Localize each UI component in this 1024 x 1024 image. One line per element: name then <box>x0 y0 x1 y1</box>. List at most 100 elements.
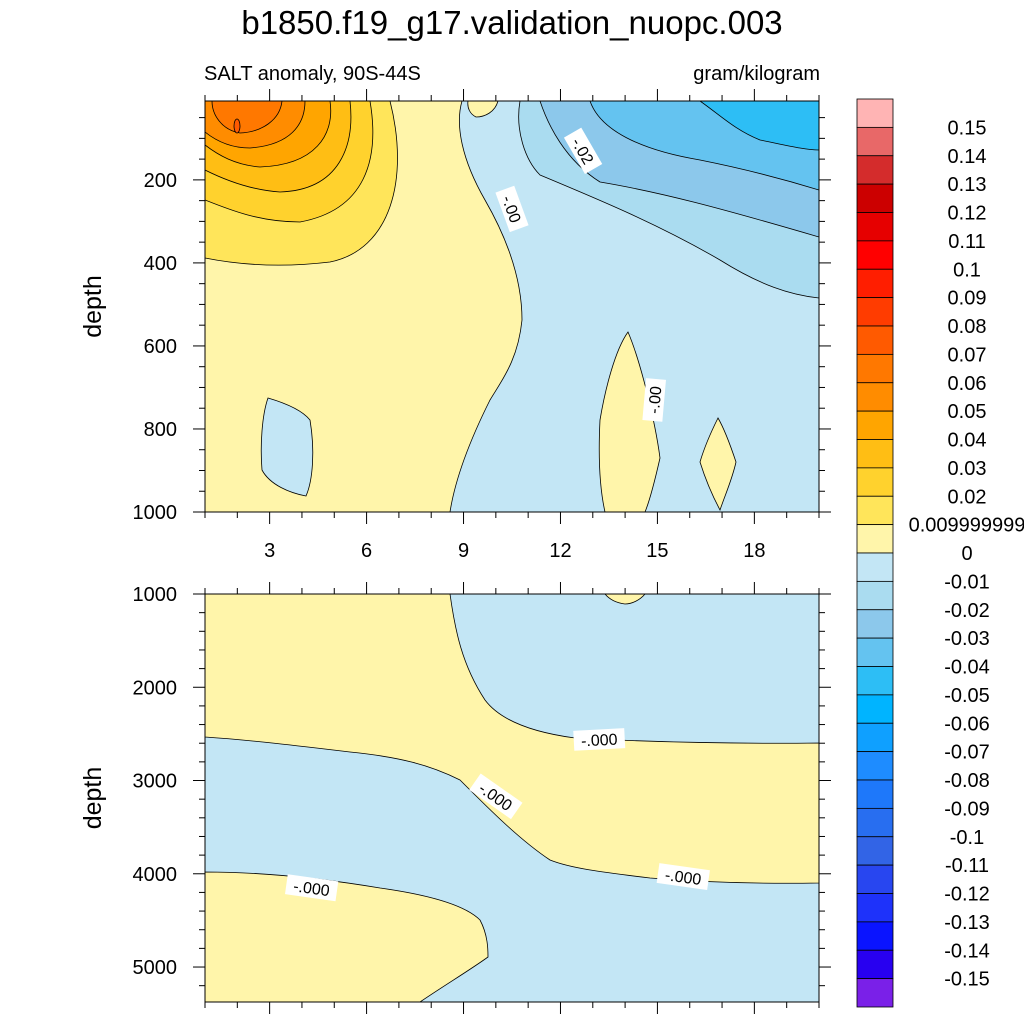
colorbar-level-label: 0.12 <box>948 203 987 225</box>
colorbar-level-label: -0.05 <box>944 685 990 707</box>
colorbar-level-label: 0.09 <box>948 288 987 310</box>
upper-neg-island-left <box>260 397 314 497</box>
lower-panel: -.000-.000-.000-.000 1000200030004000500… <box>79 582 831 1014</box>
upper-contour-label-bg <box>495 185 529 233</box>
lower-contour-label-text: -.000 <box>664 867 703 889</box>
lower-contour-label-text: -.000 <box>292 878 331 900</box>
colorbar-swatch <box>856 297 894 327</box>
colorbar-level-label: 0.02 <box>948 486 987 508</box>
colorbar-swatch <box>856 779 894 809</box>
colorbar-level-label: -0.08 <box>944 770 990 792</box>
colorbar-swatch <box>856 325 894 355</box>
colorbar-level-label: 0.15 <box>948 117 987 139</box>
upper-x-tick-label: 15 <box>646 540 668 562</box>
upper-contour-label-bg <box>642 378 666 422</box>
colorbar-swatch <box>856 467 894 497</box>
upper-plot-frame <box>204 100 820 513</box>
lower-plot-frame <box>204 593 820 1003</box>
lower-contour-label: -.000 <box>656 863 710 891</box>
colorbar-swatch <box>856 183 894 213</box>
colorbar-swatch <box>856 637 894 667</box>
upper-y-axis-label: depth <box>79 275 107 338</box>
colorbar-level-label: 0.009999999 <box>909 515 1024 537</box>
upper-contour-label-bg <box>563 127 603 175</box>
upper-y-tick-label: 800 <box>144 419 177 441</box>
colorbar-level-label: -0.02 <box>944 600 990 622</box>
colorbar-swatch <box>856 836 894 866</box>
colorbar-level-label: -0.1 <box>950 827 984 849</box>
colorbar-swatch <box>856 212 894 242</box>
colorbar-swatch <box>856 552 894 582</box>
colorbar-level-label: 0.04 <box>948 430 987 452</box>
colorbar-swatch <box>856 807 894 838</box>
upper-y-tick-label: 1000 <box>133 502 178 524</box>
colorbar-level-label: -0.11 <box>945 855 989 877</box>
colorbar-level-label: -0.09 <box>944 798 990 820</box>
colorbar-level-label: 0 <box>961 543 972 565</box>
lower-contour-label: -.000 <box>284 874 339 902</box>
upper-y-tick-label: 600 <box>144 336 177 358</box>
colorbar-swatch <box>856 580 894 611</box>
colorbar-swatch <box>856 155 894 185</box>
colorbar-level-label: -0.14 <box>944 940 990 962</box>
colorbar-swatch <box>856 893 894 923</box>
colorbar-level-label: -0.07 <box>944 742 990 764</box>
lower-contour-label-bg <box>284 874 339 902</box>
colorbar-level-label: 0.08 <box>948 316 987 338</box>
variable-subtitle: SALT anomaly, 90S-44S <box>204 63 421 85</box>
colorbar-level-label: 0.14 <box>948 146 987 168</box>
colorbar-swatch <box>856 864 894 894</box>
upper-y-tick-label: 200 <box>144 170 177 192</box>
upper-x-tick-label: 18 <box>743 540 765 562</box>
upper-y-tick-label: 400 <box>144 253 177 275</box>
lower-y-tick-label: 4000 <box>133 864 178 886</box>
colorbar-swatch <box>856 609 894 639</box>
upper-x-tick-label: 9 <box>458 540 469 562</box>
colorbar-swatch <box>856 666 894 696</box>
colorbar-swatch <box>856 98 894 128</box>
upper-contour-label: -.00 <box>642 378 666 422</box>
colorbar-swatch <box>856 353 894 384</box>
upper-pos-island-top <box>467 101 499 118</box>
colorbar-swatch <box>856 382 894 412</box>
lower-contour-label-bg <box>469 773 523 820</box>
colorbar-level-label: -0.12 <box>944 884 990 906</box>
colorbar-swatch <box>856 268 894 299</box>
lower-y-tick-label: 2000 <box>133 677 178 699</box>
upper-x-tick-label: 6 <box>361 540 372 562</box>
colorbar-swatch <box>856 439 894 469</box>
lower-contour-label-bg <box>573 728 626 751</box>
lower-y-tick-label: 5000 <box>133 957 178 979</box>
lower-pos-island-top <box>604 594 646 605</box>
colorbar-level-label: 0.03 <box>948 458 987 480</box>
colorbar-level-label: 0.07 <box>948 344 987 366</box>
colorbar-swatch <box>856 524 894 554</box>
upper-contour-pos-0.06 <box>211 101 283 134</box>
colorbar-swatch <box>856 410 894 440</box>
colorbar-level-label: 0.13 <box>948 174 987 196</box>
colorbar-level-label: -0.03 <box>944 628 990 650</box>
lower-contour-label-text: -.000 <box>581 732 618 751</box>
colorbar-level-label: -0.01 <box>944 571 990 593</box>
colorbar-level-label: 0.06 <box>948 373 987 395</box>
colorbar-swatch <box>856 722 894 753</box>
colorbar-level-label: -0.04 <box>944 657 990 679</box>
colorbar-swatch <box>856 978 894 1008</box>
colorbar-swatch <box>856 949 894 980</box>
chart-title: b1850.f19_g17.validation_nuopc.003 <box>241 4 783 41</box>
colorbar-level-label: -0.15 <box>944 969 990 991</box>
colorbar-level-label: 0.11 <box>948 231 985 253</box>
lower-contour-label-bg <box>656 863 710 891</box>
colorbar: 0.15 0.14 0.13 0.12 0.11 0.1 0.09 0.08 0.07 0.06 0… <box>856 98 1024 1008</box>
colorbar-swatch <box>856 751 894 781</box>
colorbar-level-label: 0.05 <box>948 401 987 423</box>
upper-x-tick-label: 12 <box>549 540 571 562</box>
colorbar-swatch <box>856 240 894 270</box>
colorbar-level-label: -0.06 <box>944 713 990 735</box>
lower-contour-label: -.000 <box>573 728 626 751</box>
colorbar-swatch <box>856 126 894 157</box>
colorbar-level-label: 0.1 <box>953 259 981 281</box>
upper-x-tick-label: 3 <box>264 540 275 562</box>
